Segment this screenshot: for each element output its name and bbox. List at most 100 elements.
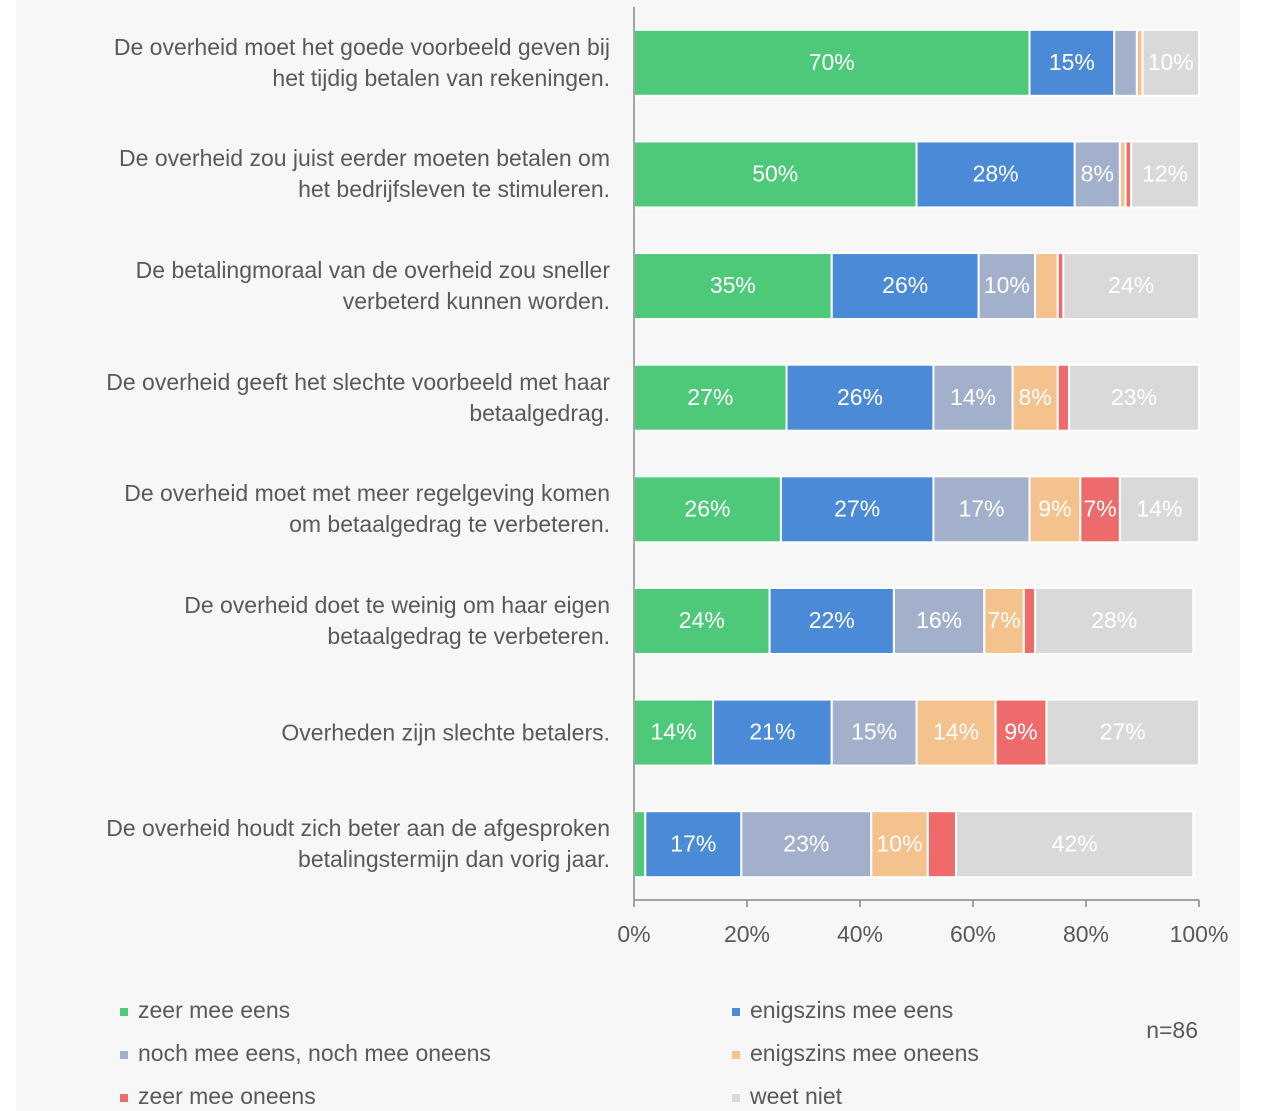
category-label: De overheid moet met meer regelgeving ko… <box>124 480 610 538</box>
bar-segment <box>915 698 997 767</box>
data-label: 15% <box>851 719 897 745</box>
bar-segment <box>926 810 958 879</box>
legend-label: zeer mee eens <box>138 997 290 1023</box>
legend-swatch <box>120 1051 128 1059</box>
data-label: 70% <box>809 49 855 75</box>
data-label: 14% <box>933 719 979 745</box>
data-label: 27% <box>687 384 733 410</box>
bar-segment <box>779 475 935 544</box>
category-label: De overheid geeft het slechte voorbeeld … <box>106 368 610 426</box>
bar-segment <box>740 810 873 879</box>
bar-segment <box>1028 28 1116 97</box>
bar-segment <box>1118 475 1201 544</box>
data-label: 8% <box>1019 384 1052 410</box>
legend-label: zeer mee oneens <box>138 1083 316 1109</box>
data-label: 21% <box>749 719 795 745</box>
data-label: 8% <box>1081 161 1114 187</box>
bar-segment <box>915 140 1076 209</box>
x-tick-label: 100% <box>1170 921 1229 947</box>
category-label: De overheid moet het goede voorbeeld gev… <box>113 33 610 91</box>
category-label: Overheden zijn slechte betalers. <box>281 719 610 746</box>
data-label: 26% <box>684 495 730 521</box>
bar-segment <box>1113 28 1138 97</box>
data-label: 17% <box>670 830 716 856</box>
bar-segment <box>1011 363 1059 432</box>
bar-segment <box>768 586 895 655</box>
legend-swatch <box>732 1008 740 1016</box>
bar-segment <box>983 586 1025 655</box>
data-label: 14% <box>950 384 996 410</box>
data-label: 28% <box>1091 607 1137 633</box>
data-label: 27% <box>834 495 880 521</box>
bar-segment <box>1034 586 1195 655</box>
bar-segment <box>633 28 1031 97</box>
data-label: 28% <box>973 161 1019 187</box>
data-label: 26% <box>882 272 928 298</box>
bar-segment <box>1068 363 1201 432</box>
bar-segment <box>633 586 771 655</box>
legend-label: weet niet <box>749 1083 843 1109</box>
bar-segment <box>1141 28 1200 97</box>
bar-segment <box>1056 363 1071 432</box>
bar-segment <box>932 475 1031 544</box>
data-label: 9% <box>1004 719 1037 745</box>
data-label: 24% <box>679 607 725 633</box>
bar-segment <box>892 586 986 655</box>
data-label: 9% <box>1038 495 1071 521</box>
bar-segment <box>633 475 782 544</box>
data-label: 16% <box>916 607 962 633</box>
data-label: 10% <box>984 272 1030 298</box>
bar-segment <box>870 810 929 879</box>
x-tick-label: 60% <box>950 921 996 947</box>
legend-label: enigszins mee oneens <box>750 1040 979 1066</box>
bar-segment <box>1073 140 1121 209</box>
data-label: 50% <box>752 161 798 187</box>
legend-label: noch mee eens, noch mee oneens <box>138 1040 491 1066</box>
bar-segment <box>633 140 918 209</box>
category-label: De overheid zou juist eerder moeten beta… <box>119 145 610 203</box>
bar-segment <box>1062 252 1201 321</box>
bar-segment <box>712 698 833 767</box>
data-label: 7% <box>987 607 1020 633</box>
data-label: 10% <box>1148 49 1194 75</box>
bar-segment <box>830 252 980 321</box>
data-label: 23% <box>1111 384 1157 410</box>
bar-segment <box>994 698 1048 767</box>
legend-swatch <box>732 1094 740 1102</box>
bar-segment <box>955 810 1195 879</box>
bar-segment <box>1022 586 1037 655</box>
data-label: 7% <box>1084 495 1117 521</box>
category-label: De overheid houdt zich beter aan de afge… <box>106 815 610 873</box>
legend-label: enigszins mee eens <box>750 997 953 1023</box>
bar-segment <box>633 363 788 432</box>
bar-segment <box>644 810 743 879</box>
bar-segment <box>633 810 647 879</box>
legend-swatch <box>120 1008 128 1016</box>
bar-segment <box>1130 140 1200 209</box>
bar-segment <box>1045 698 1200 767</box>
data-label: 42% <box>1052 830 1098 856</box>
bar-segment <box>785 363 935 432</box>
x-tick-label: 0% <box>617 921 650 947</box>
data-label: 17% <box>958 495 1004 521</box>
data-label: 15% <box>1049 49 1095 75</box>
x-tick-label: 40% <box>837 921 883 947</box>
data-label: 14% <box>651 719 697 745</box>
bar-segment <box>830 698 918 767</box>
bar-segment <box>1034 252 1059 321</box>
data-label: 14% <box>1136 495 1182 521</box>
data-label: 26% <box>837 384 883 410</box>
sample-size: n=86 <box>1146 1017 1198 1043</box>
data-label: 23% <box>783 830 829 856</box>
data-label: 27% <box>1100 719 1146 745</box>
bar-segment <box>1028 475 1082 544</box>
category-label: De overheid doet te weinig om haar eigen… <box>184 591 610 649</box>
bar-segment <box>633 698 715 767</box>
legend-swatch <box>732 1051 740 1059</box>
data-label: 10% <box>877 830 923 856</box>
legend-swatch <box>120 1094 128 1102</box>
data-label: 24% <box>1108 272 1154 298</box>
category-label: De betalingmoraal van de overheid zou sn… <box>135 257 610 315</box>
